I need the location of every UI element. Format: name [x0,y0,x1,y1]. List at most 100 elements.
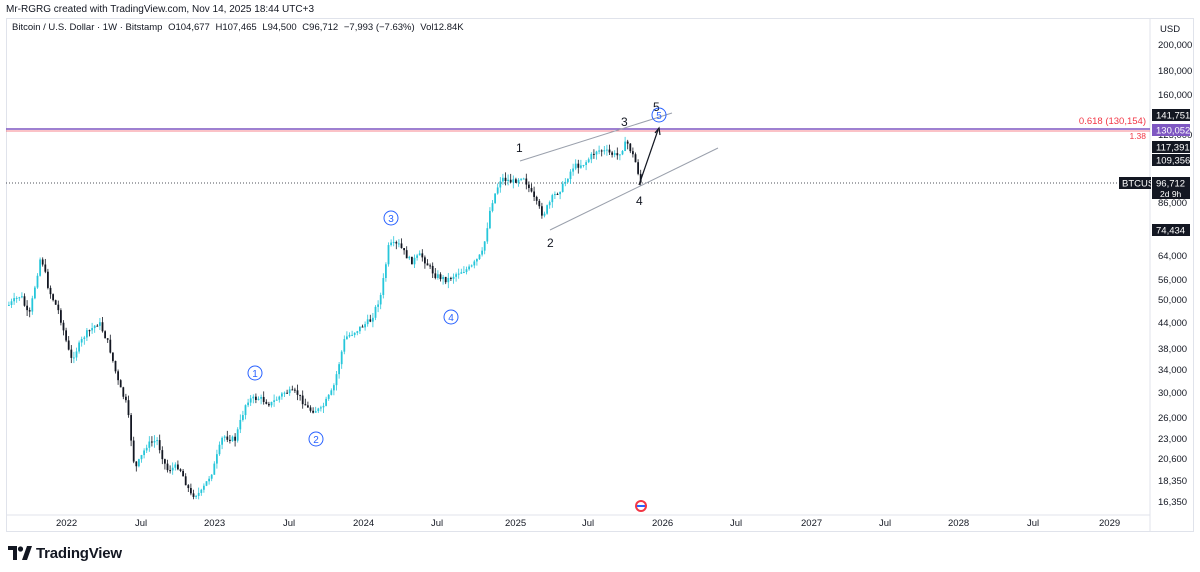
candle-body [78,342,80,352]
symbol-name[interactable]: Bitcoin / U.S. Dollar · 1W · Bitstamp [12,22,163,33]
chart-frame[interactable] [6,18,1194,532]
time-axis[interactable]: 2022 Jul 2023 Jul 2024 Jul 2025 Jul 2026… [56,518,1120,529]
candle-body [330,390,333,395]
candle-body [502,177,504,182]
candle-body [322,405,325,408]
candle-body [603,150,606,152]
projection-arrow[interactable] [638,129,659,186]
candle-body [351,334,353,336]
candle-body [593,153,595,155]
candle-body [486,228,489,242]
price-tag-bg [1152,224,1190,236]
candle-body [577,163,580,168]
candle-body [541,206,543,216]
candle-body [491,203,494,211]
time-tick: Jul [135,518,147,529]
candle-body [247,402,249,406]
candle-body [361,326,364,328]
symbol-tag: BTCUSD [1122,179,1161,190]
candle-body [283,392,286,394]
channel-upper-line[interactable] [519,112,673,162]
candle-body [476,259,478,262]
event-flag-icon[interactable] [635,500,647,512]
candle-body [13,298,15,302]
wave-circle-2: 2 [308,431,324,447]
candle-body [530,188,533,192]
candle-body [353,332,356,335]
circle-icon [651,107,667,123]
candle-body [543,213,546,216]
candle-body [611,152,613,155]
price-axis[interactable]: 200,000 180,000 160,000 125,000 86,000 6… [1158,40,1192,508]
candle-body [520,178,522,180]
price-tag-bg [1152,141,1190,153]
candle-body [148,441,151,448]
candle-body [372,317,374,322]
candle-body [10,301,13,305]
price-tick: 26,000 [1158,413,1187,424]
candle-body [366,319,369,325]
ohlc-close: C96,712 [302,22,339,33]
candle-body [275,399,278,401]
candle-body [424,257,426,264]
price-tick: 38,000 [1158,344,1187,355]
candlestick-series[interactable] [8,136,642,500]
candle-body [21,296,23,298]
tradingview-logo-text: TradingView [36,544,122,562]
ohlc-open: O104,677 [168,22,210,33]
candle-body [392,242,395,244]
major-wave-labels: 1 2 3 4 5 [516,100,660,250]
candle-body [434,273,437,278]
candle-body [418,253,421,256]
price-tick: 64,000 [1158,251,1187,262]
tradingview-logo[interactable]: TradingView [8,543,122,563]
candle-body [205,481,208,486]
candle-body [252,396,255,399]
candle-body [413,257,416,265]
candle-body [54,300,57,305]
candle-body [60,310,62,323]
candle-body [346,336,348,340]
creator-text: Mr-RGRG created with TradingView.com, No… [6,4,315,15]
candle-body [499,181,502,188]
price-tick: 86,000 [1158,198,1187,209]
candle-body [606,149,608,151]
candle-body [421,253,424,258]
candle-body [411,256,413,265]
fib-ratio-label: 1.38 [1129,131,1146,141]
candle-body [320,407,322,409]
channel-lower-line[interactable] [549,147,719,231]
candle-body [182,470,184,477]
candle-body [637,162,639,174]
candle-body [395,242,398,244]
candle-body [49,287,52,295]
candle-body [327,394,330,399]
price-tick: 20,600 [1158,454,1187,465]
candle-body [494,193,496,204]
ohlc-low: L94,500 [262,22,297,33]
symbol-legend[interactable]: Bitcoin / U.S. Dollar · 1W · Bitstamp O1… [12,22,467,33]
candle-body [278,396,281,400]
candle-body [559,191,561,195]
candle-body [39,259,41,276]
candle-body [600,150,603,152]
time-tick: 2022 [56,518,77,529]
candle-body [437,274,439,278]
time-tick: 2024 [353,518,374,529]
time-tick: 2029 [1099,518,1120,529]
candle-body [28,310,31,312]
ohlc-high: H107,465 [215,22,257,33]
candle-body [216,454,218,464]
price-tick: 56,000 [1158,275,1187,286]
candle-body [265,401,268,404]
price-tick: 200,000 [1158,40,1192,51]
candle-body [99,322,101,326]
time-tick: 2023 [204,518,225,529]
candle-body [538,200,541,207]
candle-body [23,296,26,306]
tradingview-logo-icon [8,546,32,560]
candle-body [218,444,221,455]
candle-body [132,440,135,462]
circle-icon [443,309,459,325]
